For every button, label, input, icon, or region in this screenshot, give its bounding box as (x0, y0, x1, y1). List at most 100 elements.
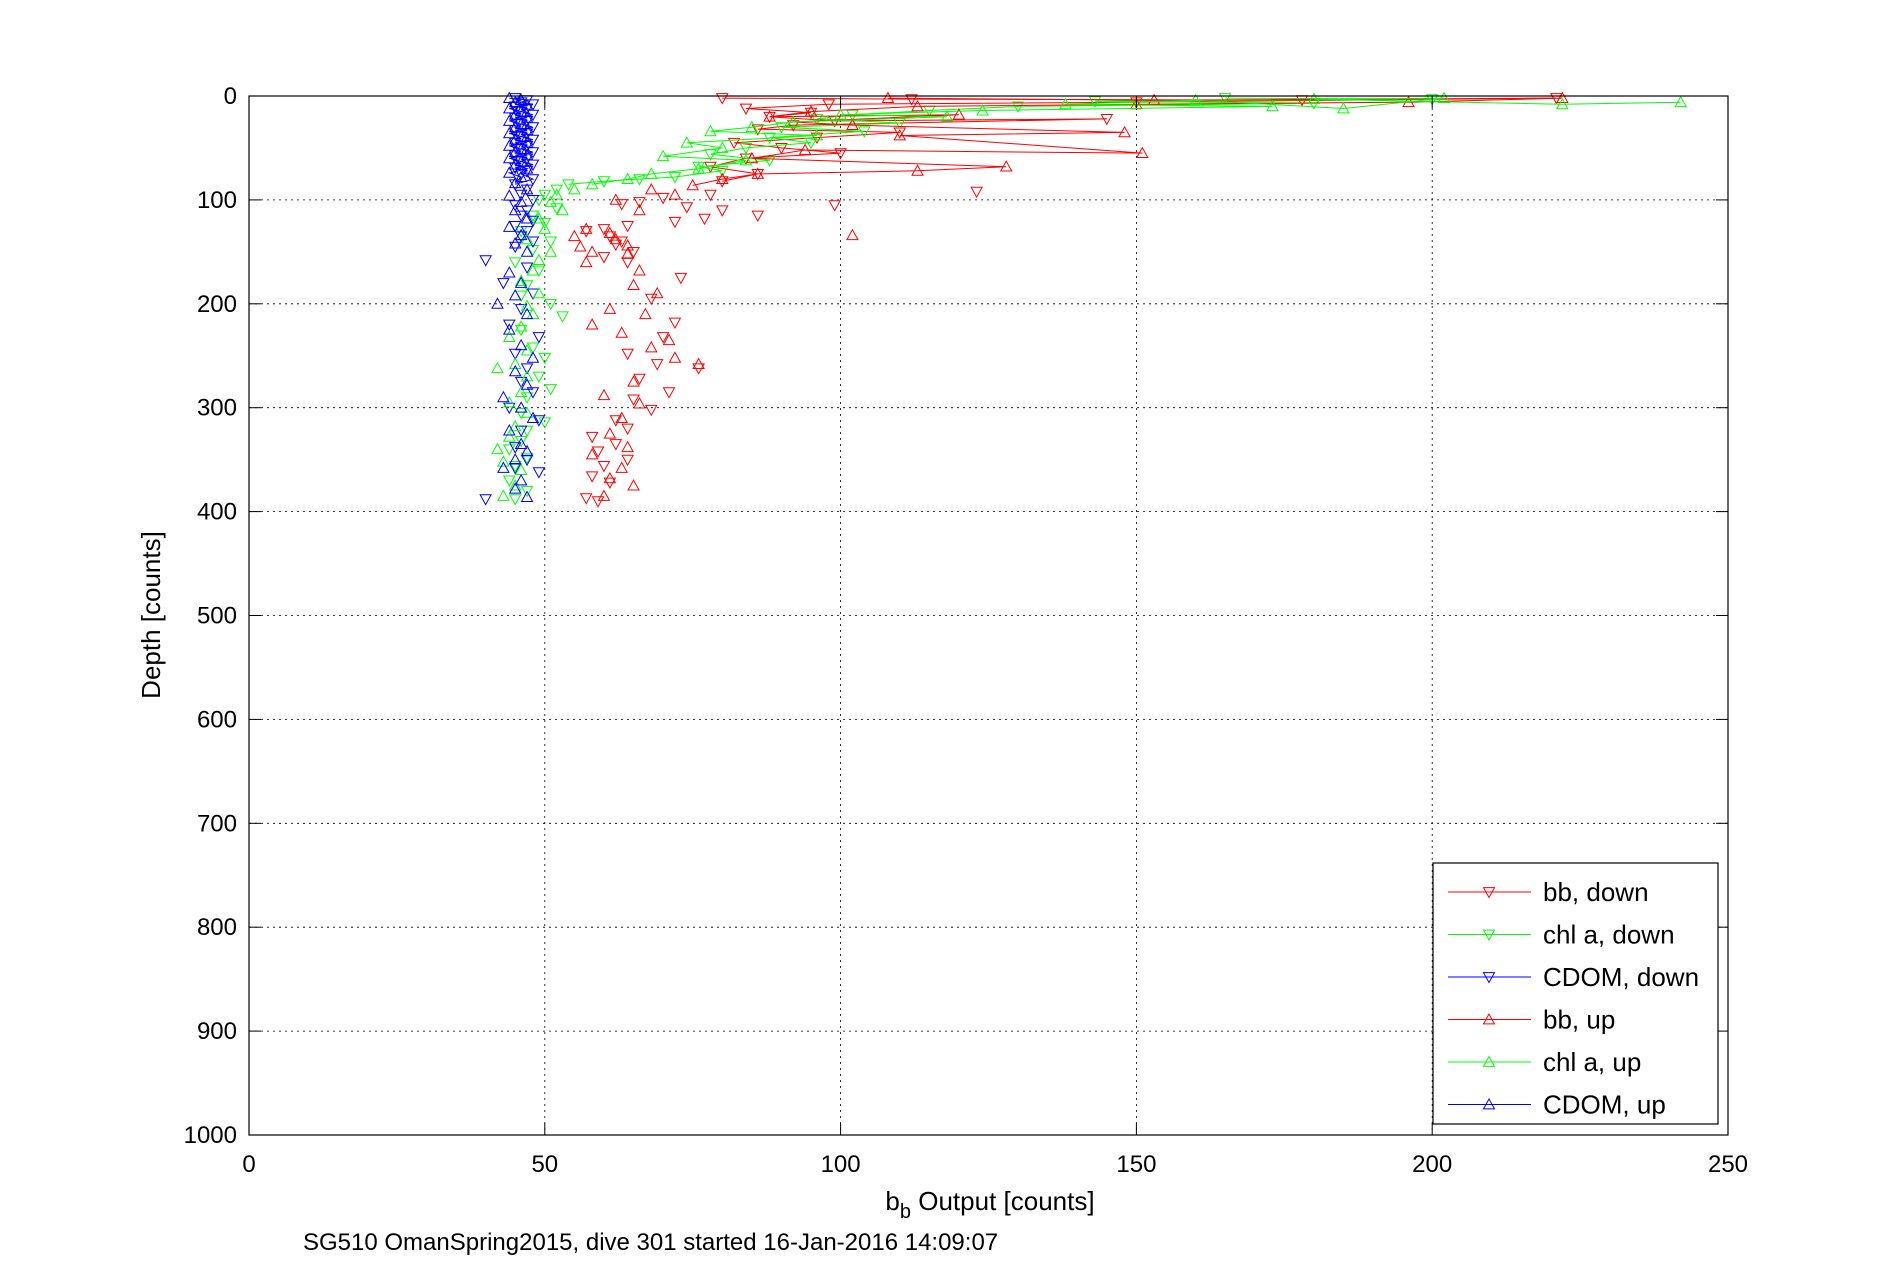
data-point (520, 162, 534, 174)
data-point (514, 304, 528, 316)
data-point (715, 93, 729, 105)
data-point (609, 439, 623, 451)
data-point (514, 106, 528, 119)
data-point (526, 244, 540, 257)
data-point (715, 165, 729, 178)
data-point (520, 490, 534, 502)
data-point (508, 237, 522, 249)
data-point (508, 162, 522, 175)
data-point (520, 116, 534, 128)
data-point (508, 120, 522, 133)
data-point (508, 288, 522, 301)
data-point (514, 401, 528, 413)
y-tick-label: 800 (197, 914, 237, 941)
data-point (668, 188, 682, 200)
data-point (798, 143, 812, 155)
data-point (526, 195, 540, 207)
data-point (538, 222, 552, 234)
data-point (621, 239, 634, 251)
data-point (715, 141, 729, 153)
y-tick-label: 300 (197, 395, 237, 422)
data-point (1059, 97, 1072, 110)
data-point (532, 332, 546, 344)
legend-entry: CDOM, up (1448, 1090, 1666, 1120)
y-tick-label: 500 (197, 603, 237, 630)
data-point (1100, 113, 1114, 126)
legend-label: chl a, up (1543, 1047, 1641, 1077)
y-tick-label: 1000 (184, 1122, 237, 1149)
legend-entry: chl a, down (1448, 920, 1675, 950)
data-point (603, 231, 617, 243)
data-point (514, 105, 528, 117)
data-point (668, 172, 682, 184)
data-point (615, 411, 629, 423)
data-point (514, 320, 528, 332)
data-point (508, 133, 522, 145)
data-point (479, 494, 492, 506)
data-point (562, 179, 575, 191)
x-axis-label: bb Output [counts] (885, 1186, 1094, 1223)
data-point (526, 411, 540, 423)
data-point (786, 115, 800, 127)
data-point (520, 111, 534, 123)
data-point (502, 330, 516, 342)
legend-label: bb, down (1543, 877, 1649, 907)
data-point (508, 108, 522, 120)
data-point (751, 124, 765, 136)
data-point (585, 245, 599, 257)
data-point (502, 444, 516, 456)
data-point (532, 467, 546, 479)
data-point (491, 297, 504, 309)
data-point (520, 307, 534, 320)
data-point (739, 153, 753, 166)
data-point (508, 176, 522, 189)
data-point (502, 114, 516, 126)
data-point (745, 151, 759, 164)
legend-marker (1482, 1097, 1496, 1110)
data-point (609, 193, 623, 205)
data-point (544, 195, 558, 207)
data-point (656, 192, 670, 205)
data-point (905, 94, 918, 106)
data-point (550, 184, 563, 197)
data-point (502, 101, 516, 114)
data-point (715, 172, 729, 185)
data-point (550, 188, 563, 200)
data-point (775, 143, 788, 155)
series-line (592, 97, 1681, 185)
data-point (804, 107, 818, 120)
data-point (609, 415, 623, 427)
legend-entry: CDOM, down (1448, 962, 1699, 992)
data-point (656, 149, 670, 162)
data-point (544, 245, 558, 257)
data-point (520, 182, 534, 195)
data-point (520, 299, 534, 311)
data-point (633, 264, 646, 276)
grid (249, 96, 1728, 1135)
data-point (739, 103, 753, 115)
data-point (508, 179, 522, 191)
legend-entry: bb, down (1448, 877, 1649, 907)
data-point (508, 145, 522, 158)
data-point (727, 137, 741, 150)
data-point (508, 419, 522, 432)
data-point (603, 471, 617, 484)
data-point (520, 370, 534, 382)
data-point (508, 453, 522, 465)
data-point (621, 172, 634, 185)
data-point (615, 461, 629, 473)
data-point (502, 189, 516, 201)
data-point (639, 307, 652, 320)
data-point (751, 167, 765, 179)
data-point (514, 385, 528, 398)
data-point (692, 357, 705, 369)
data-point (763, 110, 776, 122)
data-point (520, 103, 534, 115)
data-point (514, 93, 528, 106)
data-point (644, 293, 658, 306)
data-point (514, 189, 528, 202)
data-point (834, 148, 847, 160)
data-point (644, 167, 658, 179)
data-point (520, 444, 534, 457)
data-point (656, 332, 670, 344)
